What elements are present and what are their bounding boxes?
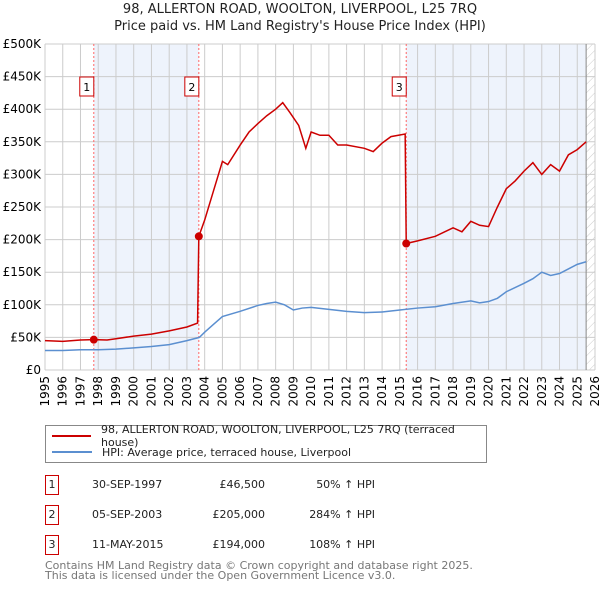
legend: 98, ALLERTON ROAD, WOOLTON, LIVERPOOL, L… — [45, 423, 487, 463]
legend-label: HPI: Average price, terraced house, Live… — [102, 445, 352, 459]
x-tick-label: 2026 — [588, 376, 600, 407]
x-tick-label: 2003 — [180, 376, 194, 407]
x-tick-label: 2005 — [215, 376, 229, 407]
legend-item-hpi: HPI: Average price, terraced house, Live… — [46, 444, 351, 460]
sale-row: 1 30-SEP-1997 £46,500 50% ↑ HPI — [45, 475, 425, 495]
x-tick-label: 2008 — [269, 376, 283, 407]
sale-badge — [391, 76, 407, 97]
x-tick-label: 2024 — [553, 376, 567, 407]
y-tick-label: £350K — [3, 135, 43, 149]
chart-title: 98, ALLERTON ROAD, WOOLTON, LIVERPOOL, L… — [122, 2, 478, 17]
sale-point — [402, 239, 411, 248]
x-tick-label: 2022 — [517, 376, 531, 407]
x-tick-label: 2013 — [357, 376, 371, 407]
sale-hpi-change: 284% ↑ HPI — [309, 508, 375, 521]
legend-item-property: 98, ALLERTON ROAD, WOOLTON, LIVERPOOL, L… — [46, 423, 486, 449]
sale-badge — [79, 76, 95, 97]
sale-badge: 1 — [45, 475, 59, 495]
sale-badge: 2 — [45, 505, 59, 525]
sale-badge-label: 2 — [188, 81, 195, 94]
y-tick-label: £150K — [3, 265, 43, 279]
x-tick-label: 2025 — [570, 376, 584, 407]
x-tick-label: 2001 — [144, 376, 158, 407]
x-tick-label: 2006 — [233, 376, 247, 407]
x-tick-label: 2012 — [340, 376, 354, 407]
x-tick-label: 2004 — [198, 376, 212, 407]
y-tick-label: £100K — [3, 298, 43, 312]
price-chart: £0 £50K £100K £150K £200K £250K £300K £350K £400… — [3, 37, 600, 407]
sale-badge-label: 1 — [83, 81, 90, 94]
x-tick-label: 2016 — [411, 376, 425, 407]
x-tick-label: 2018 — [446, 376, 460, 407]
y-tick-label: £400K — [3, 102, 43, 116]
series-line-hpi — [45, 261, 587, 352]
sale-row: 3 11-MAY-2015 £194,000 108% ↑ HPI — [45, 535, 425, 555]
footer-line: This data is licensed under the Open Gov… — [45, 569, 396, 582]
x-tick-label: 1998 — [91, 376, 105, 407]
x-tick-label: 2011 — [322, 376, 336, 407]
footer-line: Contains HM Land Registry data © Crown c… — [45, 559, 473, 572]
x-tick-label: 1997 — [73, 376, 87, 407]
footer: Contains HM Land Registry data © Crown c… — [45, 559, 473, 582]
sale-price: £205,000 — [212, 508, 266, 521]
y-tick-label: £200K — [3, 233, 43, 247]
x-tick-label: 2009 — [286, 376, 300, 407]
legend-label: 98, ALLERTON ROAD, WOOLTON, LIVERPOOL, L… — [101, 423, 455, 449]
x-tick-label: 2002 — [162, 376, 176, 407]
chart-subtitle: Price paid vs. HM Land Registry's House … — [114, 19, 486, 34]
sale-date: 05-SEP-2003 — [92, 508, 163, 521]
x-tick-label: 1999 — [109, 376, 123, 407]
sale-point — [194, 232, 203, 241]
legend-swatch — [52, 451, 92, 453]
y-tick-label: £0 — [26, 363, 41, 377]
sale-hpi-change: 50% ↑ HPI — [316, 478, 375, 491]
sale-point — [89, 335, 98, 344]
sale-badge-label: 3 — [396, 81, 403, 94]
x-tick-label: 2017 — [428, 376, 442, 407]
x-tick-label: 2019 — [464, 376, 478, 407]
y-tick-label: £500K — [3, 37, 43, 51]
x-tick-label: 2014 — [375, 376, 389, 407]
x-tick-label: 1995 — [38, 376, 52, 407]
x-tick-label: 2020 — [482, 376, 496, 407]
sale-badge — [184, 76, 200, 97]
sale-hpi-change: 108% ↑ HPI — [309, 538, 375, 551]
sale-date: 30-SEP-1997 — [92, 478, 163, 491]
x-tick-label: 2000 — [127, 376, 141, 407]
y-tick-label: £450K — [3, 70, 43, 84]
y-tick-label: £50K — [10, 330, 42, 344]
x-tick-label: 2010 — [304, 376, 318, 407]
legend-swatch — [52, 435, 91, 437]
sale-date: 11-MAY-2015 — [92, 538, 164, 551]
x-tick-label: 2015 — [393, 376, 407, 407]
y-tick-label: £300K — [3, 167, 43, 181]
sale-row: 2 05-SEP-2003 £205,000 284% ↑ HPI — [45, 505, 425, 525]
x-tick-label: 2023 — [535, 376, 549, 407]
sale-price: £46,500 — [219, 478, 266, 491]
series-line-property — [44, 101, 587, 343]
y-tick-label: £250K — [3, 200, 43, 214]
sale-badge: 3 — [45, 535, 59, 555]
sale-price: £194,000 — [212, 538, 266, 551]
x-tick-label: 1996 — [56, 376, 70, 407]
x-tick-label: 2007 — [251, 376, 265, 407]
x-tick-label: 2021 — [499, 376, 513, 407]
